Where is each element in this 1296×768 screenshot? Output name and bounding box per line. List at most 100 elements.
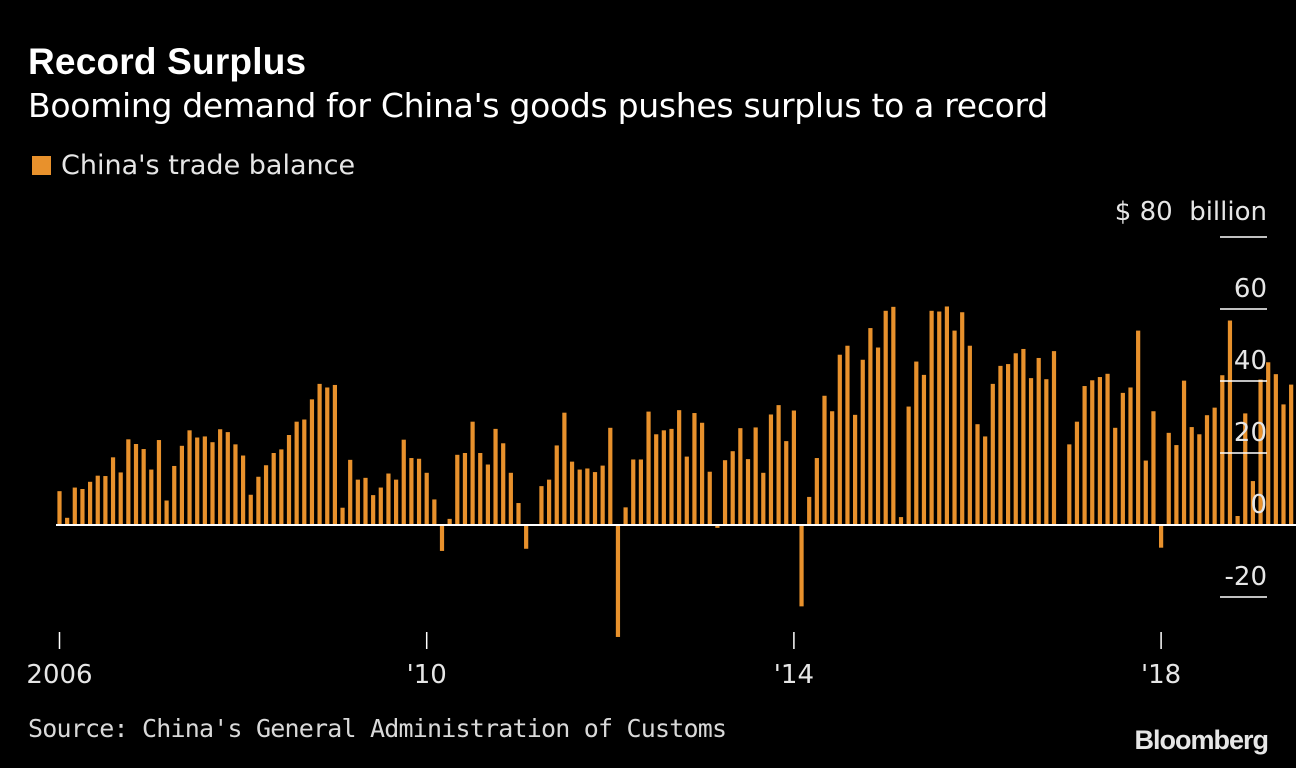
x-tick-label: '14 [774, 660, 814, 690]
bar [998, 365, 1003, 525]
bar [745, 459, 751, 525]
bar [1281, 404, 1286, 525]
bar [1235, 516, 1240, 525]
bar [241, 455, 246, 525]
bar [439, 525, 445, 551]
bar [340, 507, 345, 525]
bar [1289, 384, 1294, 525]
bar [202, 436, 207, 525]
bar [860, 359, 865, 525]
bar [983, 436, 988, 525]
bar [1266, 362, 1271, 525]
bloomberg-logo: Bloomberg [1134, 725, 1269, 755]
bar [791, 410, 796, 525]
bar [1143, 460, 1148, 525]
bar [187, 430, 192, 525]
bar [684, 456, 689, 525]
bar [1036, 357, 1041, 525]
bar [661, 430, 666, 525]
bar [547, 479, 552, 525]
bar [830, 411, 835, 525]
bar [195, 437, 200, 525]
bar [1044, 379, 1049, 525]
bar [1250, 481, 1255, 525]
bar [1197, 434, 1202, 525]
bar [493, 428, 498, 525]
bar [88, 481, 93, 525]
y-tick-label: 60 [1234, 274, 1267, 304]
bar [325, 387, 330, 525]
bar [539, 486, 544, 525]
bar [141, 449, 146, 525]
bar [309, 399, 315, 525]
bar [569, 461, 575, 525]
bar [715, 525, 720, 528]
y-tick-label: 20 [1234, 418, 1267, 448]
bar [654, 434, 659, 525]
bar [378, 487, 383, 525]
bar [508, 472, 513, 525]
bar [394, 479, 399, 525]
bar [669, 428, 674, 525]
bar [837, 354, 842, 525]
bar [1189, 427, 1194, 525]
bar [363, 477, 368, 525]
bar [585, 468, 590, 525]
chart-title: Record Surplus [28, 41, 307, 82]
bar [799, 525, 804, 607]
bar [57, 491, 62, 525]
bar [103, 476, 108, 525]
bar [455, 454, 460, 525]
bar [263, 465, 269, 525]
bar [1166, 432, 1171, 525]
bar [929, 310, 934, 525]
x-tick-label: 2006 [26, 660, 92, 690]
bar [822, 395, 827, 525]
bar [807, 496, 812, 525]
bar [501, 443, 506, 525]
bar [432, 499, 437, 525]
bar [1136, 330, 1141, 525]
bar [1097, 377, 1102, 525]
bar [1227, 320, 1233, 525]
bar [371, 495, 376, 525]
bar [1120, 392, 1125, 525]
bar [72, 487, 77, 525]
bar [1051, 351, 1057, 525]
bar [1181, 380, 1187, 525]
bar [478, 453, 483, 525]
bar [707, 471, 712, 525]
bar [1174, 445, 1179, 525]
bar [302, 419, 307, 525]
bar [700, 422, 705, 525]
bar [631, 459, 636, 525]
bar [554, 445, 559, 525]
bar [906, 406, 911, 525]
bar [1212, 407, 1217, 525]
bar [355, 479, 360, 525]
bar [722, 460, 728, 525]
bar [975, 424, 980, 525]
bar [1028, 378, 1034, 525]
bar [110, 457, 116, 525]
bar [164, 500, 169, 525]
bar [409, 458, 414, 525]
bar [784, 441, 789, 525]
bar [279, 449, 284, 525]
legend-swatch [32, 156, 51, 175]
bar [921, 374, 927, 525]
source-note: Source: China's General Administration o… [28, 714, 727, 743]
bar [677, 410, 682, 525]
bar [95, 475, 100, 525]
bar [853, 414, 858, 525]
bar [875, 347, 881, 525]
bar [172, 465, 177, 525]
bar [1128, 387, 1133, 525]
bar [1151, 411, 1156, 525]
bar [692, 413, 697, 525]
bar [524, 525, 529, 549]
bar [485, 464, 490, 525]
bar [646, 411, 651, 525]
